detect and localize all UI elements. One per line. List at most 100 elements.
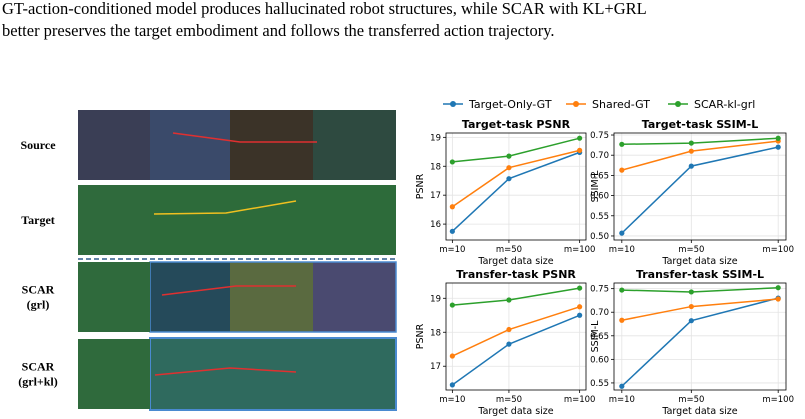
y-tick-label: 16 [430, 220, 441, 230]
legend-label: Shared-GT [592, 98, 650, 111]
legend-marker [450, 101, 456, 107]
legend-marker [573, 101, 579, 107]
x-tick-label: m=100 [762, 245, 794, 255]
data-point [449, 382, 455, 388]
y-axis-label: PSNR [415, 323, 426, 349]
y-tick-label: 0.75 [590, 285, 609, 295]
data-point [449, 204, 455, 210]
x-tick-label: m=100 [762, 395, 794, 405]
series-line [452, 137, 580, 163]
series-line [452, 287, 580, 306]
data-point [619, 287, 625, 293]
y-tick-label: 18 [430, 162, 441, 172]
data-point [619, 383, 625, 389]
chart-title: Transfer-task SSIM-L [636, 268, 764, 281]
caption-line: GT-action-conditioned model produces hal… [2, 0, 647, 18]
image-tile [78, 185, 150, 255]
series-line [451, 314, 580, 386]
y-tick-label: 0.50 [590, 232, 609, 242]
row-label: (grl) [27, 298, 50, 312]
data-point [506, 153, 512, 159]
y-tick-label: 19 [430, 133, 441, 143]
x-tick-label: m=50 [678, 395, 704, 405]
x-tick-label: m=50 [496, 245, 522, 255]
plot-frame [613, 132, 787, 241]
x-tick-label: m=10 [609, 245, 635, 255]
legend-marker [675, 101, 681, 107]
image-tile [78, 339, 150, 409]
x-tick-label: m=50 [496, 395, 522, 405]
series-line [452, 306, 580, 357]
y-tick-label: 18 [430, 328, 441, 338]
data-point [449, 353, 455, 359]
x-axis-label: Target data size [661, 256, 737, 267]
x-tick-label: m=100 [564, 245, 596, 255]
series-line [451, 151, 580, 232]
x-axis-label: Target data size [661, 406, 737, 417]
data-point [688, 289, 694, 295]
plot-frame [613, 282, 787, 391]
data-point [688, 163, 694, 169]
row-label: Target [21, 213, 55, 227]
image-grid [78, 110, 397, 411]
legend-label: SCAR-kl-grl [694, 98, 755, 111]
data-point [577, 304, 583, 310]
y-tick-label: 0.70 [590, 308, 609, 318]
row-label: Source [20, 138, 56, 152]
data-point [619, 141, 625, 147]
data-point [688, 140, 694, 146]
x-tick-label: m=10 [439, 245, 465, 255]
data-point [775, 144, 781, 150]
data-point [577, 285, 583, 291]
data-point [775, 135, 781, 141]
x-axis-label: Target data size [477, 406, 553, 417]
data-point [619, 317, 625, 323]
plot-frame [445, 282, 587, 391]
data-point [775, 296, 781, 302]
x-tick-label: m=100 [564, 395, 596, 405]
chart-title: Target-task PSNR [462, 118, 571, 131]
data-point [449, 228, 455, 234]
y-tick-label: 17 [430, 362, 441, 372]
y-tick-label: 0.70 [590, 151, 609, 161]
data-point [577, 312, 583, 318]
x-axis-label: Target data size [477, 256, 553, 267]
series-line [621, 298, 779, 321]
data-point [577, 135, 583, 141]
data-point [688, 303, 694, 310]
row-label: (grl+kl) [18, 375, 58, 389]
y-tick-label: 19 [430, 294, 441, 304]
series-line [621, 297, 779, 387]
data-point [619, 230, 625, 236]
y-tick-label: 0.60 [590, 192, 609, 202]
caption-line: better preserves the target embodiment a… [2, 21, 555, 40]
y-tick-label: 0.55 [590, 379, 609, 389]
data-point [577, 147, 583, 153]
row-label: SCAR [22, 360, 55, 374]
data-point [775, 285, 781, 291]
y-tick-label: 0.55 [590, 212, 609, 222]
series-line [621, 146, 779, 234]
data-point [688, 318, 694, 324]
y-axis-label: PSNR [415, 173, 426, 199]
data-point [506, 176, 512, 182]
data-point [506, 341, 512, 347]
x-tick-label: m=50 [678, 245, 704, 255]
image-tile [78, 262, 150, 332]
series-line [621, 140, 779, 171]
data-point [506, 326, 512, 333]
y-tick-label: 17 [430, 191, 441, 201]
chart-title: Target-task SSIM-L [642, 118, 758, 131]
row-label: SCAR [22, 283, 55, 297]
image-tile [78, 110, 150, 180]
legend-label: Target-Only-GT [468, 98, 552, 111]
chart-title: Transfer-task PSNR [456, 268, 576, 281]
y-tick-label: 0.60 [590, 355, 609, 365]
data-point [506, 165, 512, 171]
data-point [688, 148, 694, 154]
y-tick-label: 0.75 [590, 131, 609, 141]
data-point [506, 297, 512, 303]
data-point [449, 302, 455, 308]
plot-frame [445, 132, 587, 241]
